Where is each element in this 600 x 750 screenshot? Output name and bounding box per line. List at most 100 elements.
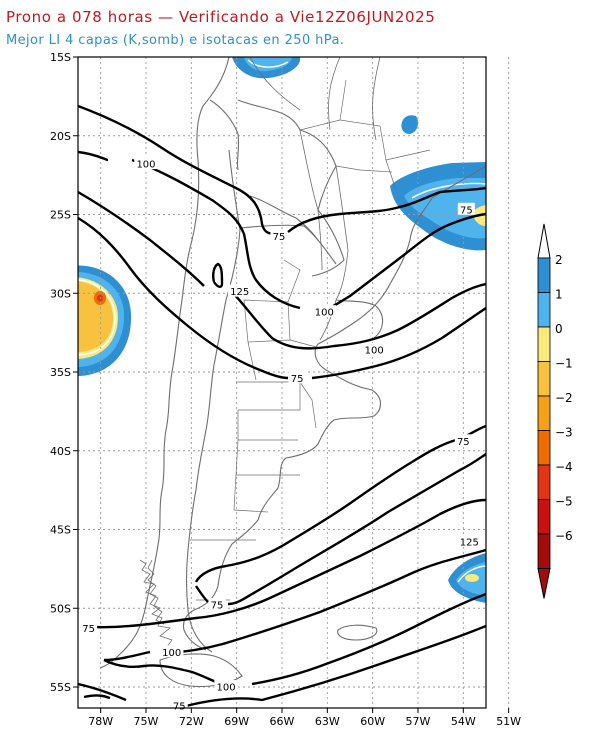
lon-tick-label: 63W (315, 715, 340, 728)
border-provinces-1 (233, 381, 317, 513)
colorbar-label: −2 (555, 391, 573, 405)
colorbar-segment (537, 464, 551, 500)
isotach-closed-125 (212, 262, 224, 288)
lat-tick-label: 15S (50, 51, 71, 64)
isotach-line-5 (78, 216, 486, 380)
li-area-north-white (247, 59, 289, 68)
isotach-label-bg (288, 371, 306, 384)
border-provinces-2 (243, 259, 321, 381)
border-paraguay-brazil (311, 209, 345, 277)
chile-fjords-2 (147, 559, 165, 625)
colorbar-segment (537, 499, 551, 535)
isotach-label-bg (227, 284, 252, 297)
isotach-label-bg (134, 157, 158, 170)
li-area-east-white (411, 182, 486, 199)
lon-tick-label: 72W (179, 715, 204, 728)
isotach-label-bg (454, 434, 472, 447)
li-area-east-light (404, 178, 486, 239)
isotach-label-bg (457, 202, 475, 215)
colorbar-label: 0 (555, 322, 563, 336)
border-chile-argentina (185, 149, 241, 653)
lat-tick-label: 55S (50, 681, 71, 694)
map-title: Prono a 078 horas — Verificando a Vie12Z… (6, 8, 436, 26)
colorbar-segment (537, 430, 551, 466)
colorbar-segment (537, 533, 551, 569)
colorbar-segment (537, 361, 551, 397)
isotach-label-bg (362, 342, 386, 355)
border-argentina-bolivia (239, 224, 337, 265)
isotach-line-8 (93, 498, 486, 629)
colorbar-label: −1 (555, 357, 573, 371)
li-core-southeast (465, 574, 479, 582)
colorbar-label: −3 (555, 426, 573, 440)
lon-tick-label: 75W (134, 715, 159, 728)
isotach-labels: 100 75 75 125 100 100 75 75 125 75 75 100 100 75 (80, 157, 482, 712)
isotach-line-3 (78, 150, 486, 312)
isotach-label: 75 (82, 624, 95, 635)
isotach-label-bg (159, 645, 184, 658)
river-parana (319, 165, 349, 341)
isotach-line-11 (78, 624, 486, 708)
isotach-label: 75 (273, 232, 286, 243)
colorbar-segment (537, 292, 551, 328)
lat-tick-label: 20S (50, 130, 71, 143)
isotach-label: 75 (457, 437, 470, 448)
map-subtitle: Mejor LI 4 capas (K,somb) e isotacas en … (6, 33, 345, 48)
li-area-west-white (78, 279, 116, 356)
isotach-label: 100 (365, 345, 384, 356)
colorbar-label: 2 (555, 253, 563, 267)
graticule (78, 57, 510, 708)
isotach-label: 100 (315, 308, 334, 319)
colorbar-label: −6 (555, 529, 573, 543)
atlantic-coastline (182, 165, 486, 651)
lat-tick-label: 40S (50, 445, 71, 458)
border-uruguay (335, 299, 384, 339)
isotach-label: 75 (460, 205, 473, 216)
isotach-label-bg (270, 229, 288, 242)
pacific-coastline (99, 57, 230, 669)
isotach-line-2 (287, 186, 486, 233)
colorbar-label: −5 (555, 495, 573, 509)
isotach-label: 75 (291, 374, 304, 385)
li-area-southeast-white (457, 565, 486, 583)
colorbar-bottom-arrow (537, 568, 551, 599)
colorbar-segment (537, 326, 551, 362)
border-peru-bolivia (209, 99, 240, 171)
lat-tick-label: 35S (50, 366, 71, 379)
malvinas-islands (337, 624, 378, 641)
isotach-label: 100 (217, 683, 236, 694)
lat-tick-label: 30S (50, 287, 71, 300)
isotach-line-7 (195, 453, 486, 606)
border-bolivia-paraguay (249, 195, 319, 241)
isotach-line-10 (103, 592, 486, 686)
isotach-label-bg (214, 680, 238, 692)
tierra-del-fuego (159, 653, 243, 688)
isotach-line-6 (194, 424, 486, 583)
isotach-label-bg (312, 305, 337, 318)
isotach-line-9 (103, 548, 486, 662)
chile-fjords (139, 559, 173, 649)
lon-tick-label: 57W (406, 715, 431, 728)
isotach-line-1 (78, 104, 277, 236)
colorbar-label: 1 (555, 288, 563, 302)
brazil-states (299, 79, 431, 191)
lat-tick-label: 45S (50, 524, 71, 537)
isotach-label: 100 (136, 160, 155, 171)
isotach-label: 125 (460, 538, 479, 549)
li-core-west-inner (97, 294, 103, 302)
colorbar-segment (537, 257, 551, 293)
lon-tick-label: 54W (451, 715, 476, 728)
map-axes: 15S 20S 25S 30S 35S 40S 45S 50S 55S 78W 75W 72W 69W 6… (50, 51, 521, 728)
lat-tick-label: 50S (50, 602, 71, 615)
lon-tick-label: 66W (270, 715, 295, 728)
lon-tick-label: 69W (224, 715, 249, 728)
isotach-label-bg (80, 621, 98, 634)
isotach-label: 75 (211, 601, 224, 612)
border-bolivia-brazil (237, 99, 337, 211)
lat-tick-label: 25S (50, 209, 71, 222)
lon-tick-label: 78W (88, 715, 113, 728)
colorbar-top-arrow (537, 223, 551, 259)
isotach-label: 100 (162, 648, 181, 659)
isotach-line-4 (78, 190, 486, 350)
